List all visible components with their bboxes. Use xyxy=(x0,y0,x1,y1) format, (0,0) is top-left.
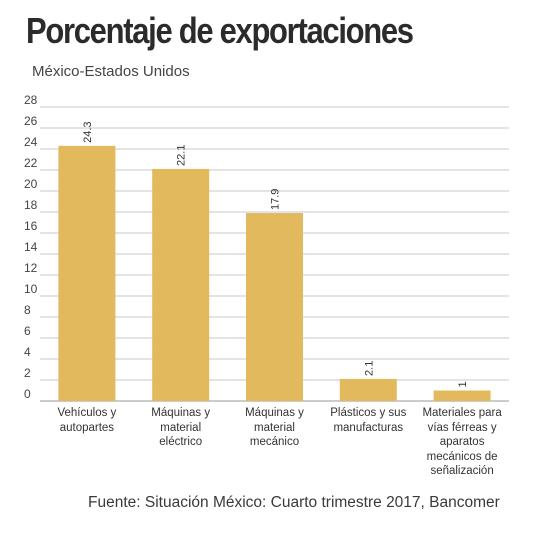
bar xyxy=(339,378,397,401)
data-label: 17.9 xyxy=(270,189,282,210)
bar xyxy=(152,168,210,401)
y-tick-label: 8 xyxy=(24,303,31,317)
source-note: Fuente: Situación México: Cuarto trimest… xyxy=(88,494,500,511)
chart-subtitle: México-Estados Unidos xyxy=(32,63,190,80)
bar xyxy=(246,213,303,401)
data-label: 24.3 xyxy=(82,121,94,142)
y-tick-label: 12 xyxy=(24,261,38,275)
category-label: Vehículos y autopartes xyxy=(57,407,117,434)
y-tick-label: 26 xyxy=(24,114,38,128)
bars xyxy=(58,145,491,401)
y-tick-label: 0 xyxy=(24,387,31,401)
y-tick-label: 16 xyxy=(24,219,38,233)
y-tick-label: 20 xyxy=(24,177,38,191)
y-tick-label: 14 xyxy=(24,240,38,254)
category-label: Materiales para vías férreas y aparatos … xyxy=(422,407,502,477)
y-tick-label: 2 xyxy=(24,366,31,380)
category-label: Máquinas y material mecánico xyxy=(245,407,304,448)
y-tick-label: 4 xyxy=(24,345,31,359)
data-label: 1 xyxy=(457,381,469,387)
y-tick-label: 10 xyxy=(24,282,38,296)
chart-title: Porcentaje de exportaciones xyxy=(26,10,414,51)
data-labels: 24.3 22.1 17.9 2.1 1 xyxy=(82,121,469,387)
bar xyxy=(433,390,491,401)
y-tick-label: 6 xyxy=(24,324,31,338)
bar xyxy=(58,145,116,401)
data-label: 22.1 xyxy=(176,145,188,166)
y-tick-label: 28 xyxy=(24,93,38,107)
category-label: Máquinas y material eléctrico xyxy=(151,407,211,448)
y-tick-label: 22 xyxy=(24,156,38,170)
data-label: 2.1 xyxy=(363,361,375,376)
category-label: Plásticos y sus manufacturas xyxy=(330,407,407,434)
y-tick-label: 24 xyxy=(24,135,38,149)
y-tick-label: 18 xyxy=(24,198,38,212)
